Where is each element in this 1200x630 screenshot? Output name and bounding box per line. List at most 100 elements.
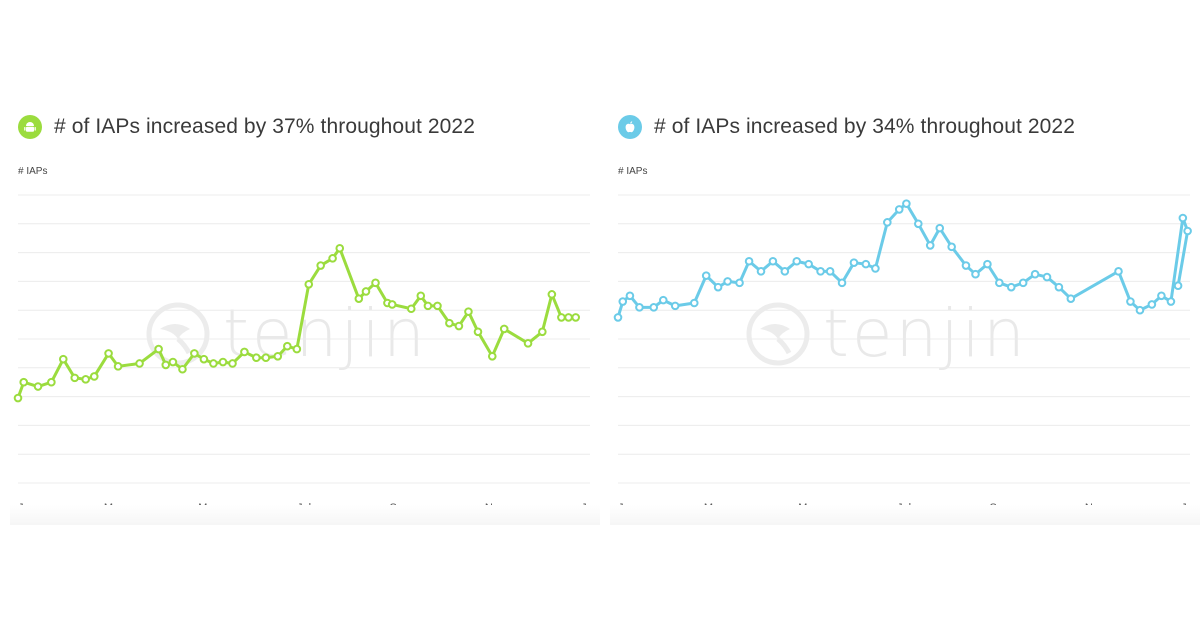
data-point: [1066, 294, 1076, 303]
data-point: [935, 223, 945, 233]
data-point: [316, 261, 325, 270]
data-point: [283, 341, 292, 351]
data-point: [1006, 282, 1016, 292]
data-point: [635, 303, 644, 312]
data-point: [649, 303, 659, 312]
data-point: [557, 313, 566, 322]
data-point: [19, 377, 29, 387]
data-point: [1178, 213, 1188, 223]
data-point: [1018, 278, 1028, 288]
data-point: [618, 297, 628, 306]
data-point: [1054, 282, 1064, 292]
data-point: [1135, 305, 1145, 315]
line-chart-ios: JanMarMayJulSepNovJan: [613, 194, 1199, 514]
data-point: [902, 199, 911, 208]
data-point: [473, 327, 483, 337]
data-point: [816, 267, 825, 276]
data-point: [113, 362, 123, 371]
data-point: [273, 351, 283, 361]
data-point: [70, 373, 80, 383]
data-point: [780, 267, 790, 276]
data-point: [1173, 281, 1183, 291]
data-point: [58, 354, 68, 364]
data-point: [658, 295, 668, 305]
data-point: [670, 301, 680, 311]
panel-footer-shadow: [10, 505, 600, 525]
chart-header: # of IAPs increased by 37% throughout 20…: [18, 112, 475, 142]
data-point: [871, 264, 880, 273]
data-point: [416, 291, 426, 301]
data-point: [792, 256, 802, 266]
chart-title: # of IAPs increased by 34% throughout 20…: [654, 115, 1075, 138]
data-point: [190, 349, 199, 358]
data-point: [304, 279, 314, 289]
data-point: [768, 256, 778, 266]
data-point: [328, 254, 337, 263]
data-point: [47, 377, 56, 387]
data-point: [387, 300, 397, 309]
data-point: [464, 307, 473, 316]
data-point: [499, 324, 509, 334]
data-point: [1166, 297, 1176, 306]
apple-icon: [625, 121, 635, 133]
data-point: [371, 278, 380, 288]
right-chart-panel: # of IAPs increased by 34% throughout 20…: [610, 100, 1200, 525]
series-line: [616, 202, 1190, 319]
data-point: [81, 375, 90, 384]
y-axis-label: # IAPs: [18, 166, 48, 177]
data-point: [849, 258, 859, 267]
apple-badge: [618, 115, 642, 139]
data-point: [423, 301, 433, 311]
data-point: [218, 357, 228, 367]
data-point: [199, 354, 209, 364]
data-point: [961, 261, 971, 270]
data-point: [168, 357, 178, 367]
panel-footer-shadow: [610, 505, 1200, 525]
data-point: [523, 339, 533, 348]
data-point: [914, 219, 923, 229]
data-point: [1157, 291, 1166, 301]
data-point: [135, 359, 144, 368]
data-point: [804, 259, 813, 269]
line-chart-android: JanMarMayJulSepNovJan: [13, 194, 599, 514]
data-point: [335, 243, 345, 253]
data-point: [538, 327, 547, 337]
data-point: [1030, 269, 1040, 279]
data-point: [161, 360, 171, 370]
data-point: [744, 256, 754, 266]
data-point: [613, 313, 623, 322]
data-point: [292, 344, 302, 354]
data-point: [1147, 300, 1157, 309]
data-point: [1114, 267, 1123, 276]
data-point: [445, 318, 454, 328]
data-point: [433, 301, 442, 311]
data-point: [252, 353, 261, 363]
data-point: [547, 290, 557, 299]
data-point: [178, 364, 187, 374]
data-point: [406, 304, 416, 314]
data-point: [240, 347, 249, 357]
data-point: [361, 287, 371, 296]
series-line: [16, 246, 578, 400]
data-point: [104, 349, 113, 358]
data-point: [825, 267, 835, 276]
data-point: [925, 241, 935, 250]
data-point: [735, 278, 744, 288]
data-point: [89, 372, 99, 381]
data-point: [154, 344, 163, 354]
y-axis-label: # IAPs: [618, 166, 648, 177]
data-point: [1183, 226, 1192, 236]
data-point: [209, 359, 218, 368]
data-point: [625, 291, 635, 301]
data-point: [723, 277, 732, 286]
data-point: [883, 218, 892, 227]
data-point: [947, 242, 956, 252]
data-point: [1042, 272, 1052, 282]
data-point: [261, 353, 271, 363]
data-point: [564, 313, 573, 322]
data-point: [701, 271, 711, 280]
data-point: [894, 205, 904, 214]
data-point: [487, 351, 497, 361]
data-point: [354, 294, 364, 303]
data-point: [228, 359, 237, 368]
